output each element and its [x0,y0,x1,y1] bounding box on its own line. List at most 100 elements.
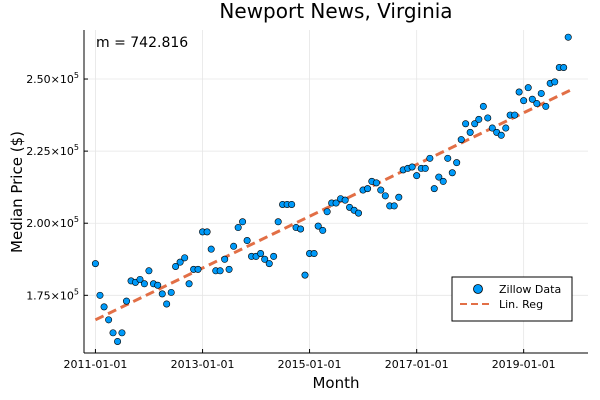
data-point [261,255,269,263]
data-point [301,271,309,279]
data-point [216,267,224,275]
data-point [520,97,528,105]
x-tick-label: 2011-01-01 [63,358,127,371]
data-point [163,300,171,308]
y-tick-label: 1.75×105 [26,287,79,302]
data-point [319,226,327,234]
data-point [354,209,362,217]
data-point [158,290,166,298]
data-point [185,280,193,288]
data-point [181,254,189,262]
data-point [524,84,532,92]
data-point [453,159,461,167]
data-point [430,185,438,193]
data-point [515,88,523,96]
data-point [154,281,162,289]
data-point [435,173,443,181]
y-ticks: 1.75×105 2.00×105 2.25×105 2.50×105 [26,71,88,302]
data-point [109,329,117,337]
data-point [542,102,550,110]
data-point [323,208,331,216]
data-point [136,275,144,283]
data-point [502,124,510,132]
data-point [314,222,322,230]
data-point [390,202,398,210]
grid [84,30,588,353]
data-point [466,128,474,136]
data-point [332,199,340,207]
data-point [91,260,99,268]
data-point [533,100,541,108]
data-point [462,120,470,128]
data-point [270,252,278,260]
data-point [364,185,372,193]
data-point [221,255,229,263]
plot-frame [83,30,588,354]
data-point [528,95,536,103]
legend: Zillow Data Lin. Reg [451,276,573,322]
data-point [176,258,184,266]
x-tick-label: 2017-01-01 [385,358,449,371]
data-point [194,265,202,273]
data-point [114,337,122,345]
data-point [239,218,247,226]
data-point [288,200,296,208]
data-point [230,242,238,250]
data-point [118,329,126,337]
legend-label-zillow: Zillow Data [499,283,561,296]
data-point [421,164,429,172]
data-point [457,136,465,144]
data-point [203,228,211,236]
data-point [444,154,452,162]
data-point [96,291,104,299]
data-point [511,111,519,119]
data-point [274,218,282,226]
y-tick-label: 2.25×105 [26,143,79,158]
data-point [207,245,215,253]
data-point [377,186,385,194]
y-tick-label: 2.00×105 [26,215,79,230]
data-point [484,114,492,122]
data-point [310,250,318,258]
data-point [564,33,572,41]
data-point [172,262,180,270]
slope-annotation: m = 742.816 [96,35,188,51]
legend-label-linreg: Lin. Reg [499,298,543,311]
x-axis-title: Month [312,374,359,392]
series-layer [91,33,574,345]
data-point [537,89,545,97]
legend-box [451,276,573,322]
data-point [448,169,456,177]
data-point [408,163,416,171]
data-point [297,225,305,233]
data-point [123,297,131,305]
data-point [551,78,559,86]
data-point [475,115,483,123]
data-point [140,280,148,288]
data-point [372,179,380,187]
data-point [479,102,487,110]
data-point [560,63,568,71]
data-point [341,196,349,204]
data-point [413,172,421,180]
x-tick-label: 2013-01-01 [171,358,235,371]
x-tick-label: 2015-01-01 [278,358,342,371]
y-tick-label: 2.50×105 [26,71,79,86]
data-point [426,154,434,162]
x-tick-label: 2019-01-01 [492,358,556,371]
chart-title: Newport News, Virginia [219,0,452,23]
data-point [105,316,113,324]
y-axis-title: Median Price ($) [8,131,26,253]
legend-marker-zillow [473,284,483,294]
data-point [488,124,496,132]
data-point [395,193,403,201]
data-point [234,224,242,232]
data-point [167,288,175,296]
data-point [439,177,447,185]
data-point [265,260,273,268]
data-point [243,237,251,245]
data-point [145,267,153,275]
data-point [257,250,265,258]
data-point [381,192,389,200]
